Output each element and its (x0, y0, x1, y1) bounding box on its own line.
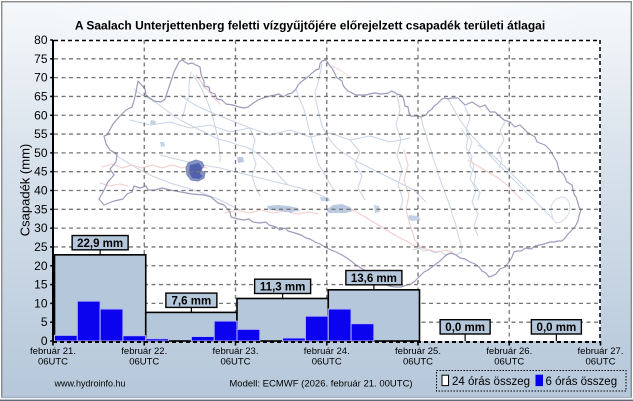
svg-text:Csapadék (mm): Csapadék (mm) (18, 144, 33, 236)
svg-text:február 24.: február 24. (304, 346, 350, 357)
svg-text:55: 55 (34, 127, 48, 141)
svg-text:0,0 mm: 0,0 mm (537, 322, 577, 334)
svg-text:06UTC: 06UTC (220, 357, 250, 368)
svg-text:60: 60 (34, 108, 48, 122)
svg-text:70: 70 (34, 71, 48, 85)
svg-text:10: 10 (34, 296, 48, 310)
svg-text:06UTC: 06UTC (585, 357, 615, 368)
svg-text:február 27.: február 27. (578, 346, 624, 357)
svg-text:11,3 mm: 11,3 mm (260, 281, 305, 293)
svg-text:75: 75 (34, 52, 48, 66)
svg-text:06UTC: 06UTC (494, 357, 524, 368)
svg-text:február 25.: február 25. (395, 346, 441, 357)
svg-text:40: 40 (34, 184, 48, 198)
svg-text:13,6 mm: 13,6 mm (351, 273, 397, 285)
svg-text:6 órás összeg: 6 órás összeg (546, 376, 618, 388)
svg-text:06UTC: 06UTC (38, 357, 68, 368)
svg-text:80: 80 (34, 33, 48, 47)
svg-text:24 órás összeg: 24 órás összeg (452, 376, 530, 388)
svg-text:06UTC: 06UTC (403, 357, 433, 368)
svg-text:30: 30 (34, 221, 48, 235)
svg-text:20: 20 (34, 259, 48, 273)
svg-text:0: 0 (41, 334, 48, 348)
svg-text:06UTC: 06UTC (129, 357, 159, 368)
svg-text:50: 50 (34, 146, 48, 160)
svg-text:február 22.: február 22. (121, 346, 167, 357)
svg-text:Modell: ECMWF (2026. február 2: Modell: ECMWF (2026. február 21. 00UTC) (229, 379, 412, 390)
svg-text:45: 45 (34, 165, 48, 179)
svg-text:22,9 mm: 22,9 mm (77, 238, 123, 250)
svg-text:www.hydroinfo.hu: www.hydroinfo.hu (53, 379, 125, 389)
svg-text:február 23.: február 23. (213, 346, 259, 357)
svg-text:65: 65 (34, 89, 48, 103)
svg-text:A Saalach Unterjettenberg fele: A Saalach Unterjettenberg feletti vízgyű… (75, 19, 545, 33)
svg-text:06UTC: 06UTC (312, 357, 342, 368)
svg-text:35: 35 (34, 202, 48, 216)
svg-text:február 26.: február 26. (486, 346, 532, 357)
svg-text:25: 25 (34, 240, 48, 254)
svg-text:február 21.: február 21. (30, 346, 76, 357)
svg-text:7,6 mm: 7,6 mm (172, 295, 212, 307)
svg-text:0,0 mm: 0,0 mm (445, 322, 485, 334)
svg-text:15: 15 (34, 278, 48, 292)
svg-text:5: 5 (41, 315, 48, 329)
